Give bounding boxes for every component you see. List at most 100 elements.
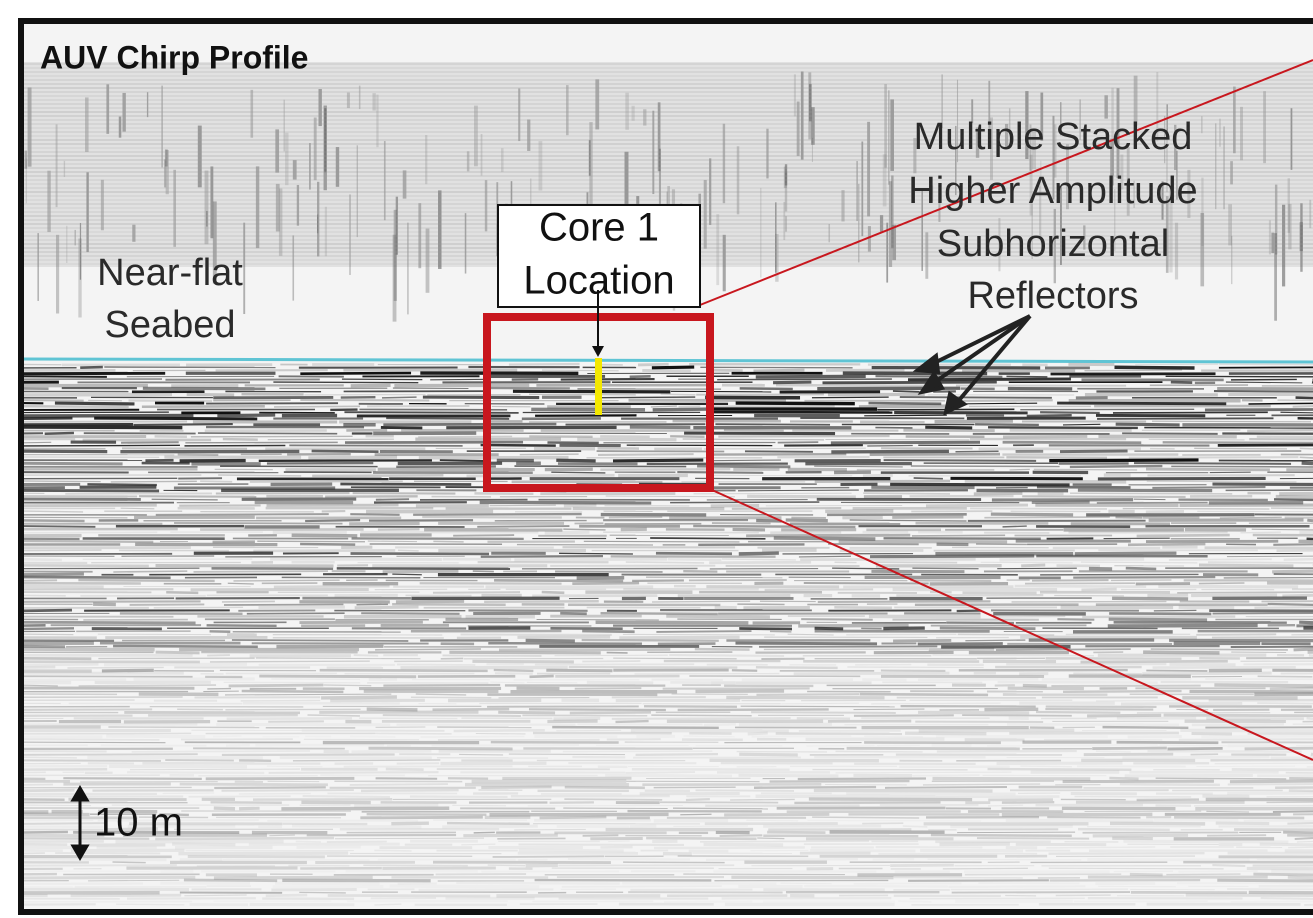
texture-stroke [893, 391, 920, 392]
texture-stroke [22, 733, 191, 734]
texture-stroke [988, 427, 1138, 428]
texture-stroke [786, 520, 828, 521]
texture-stroke [577, 439, 676, 440]
scale-label: 10 m [94, 801, 183, 845]
texture-stroke [22, 445, 180, 446]
texture-stroke [488, 865, 526, 866]
texture-stroke [747, 496, 856, 497]
texture-stroke [1142, 673, 1271, 674]
texture-stroke [132, 751, 310, 752]
texture-stroke [1108, 625, 1258, 626]
texture-stroke [1158, 586, 1298, 587]
texture-stroke [28, 87, 32, 166]
texture-stroke [686, 799, 710, 800]
texture-stroke [925, 427, 972, 428]
texture-stroke [22, 577, 171, 578]
texture-stroke [433, 541, 463, 542]
texture-stroke [225, 709, 360, 710]
texture-stroke [1112, 598, 1188, 599]
texture-stroke [350, 736, 396, 737]
texture-stroke [873, 859, 915, 860]
texture-stroke [426, 229, 430, 293]
texture-stroke [268, 439, 394, 440]
texture-stroke [1199, 583, 1245, 584]
texture-stroke [344, 412, 518, 413]
texture-stroke [418, 436, 512, 437]
texture-stroke [233, 580, 339, 581]
texture-stroke [706, 859, 858, 860]
texture-stroke [454, 730, 545, 731]
texture-stroke [134, 424, 233, 425]
texture-stroke [1254, 607, 1313, 608]
texture-stroke [289, 445, 462, 446]
texture-stroke [127, 772, 264, 773]
texture-stroke [1220, 517, 1282, 518]
texture-stroke [357, 145, 358, 237]
texture-stroke [312, 451, 379, 452]
texture-stroke [1032, 580, 1109, 581]
texture-stroke [1092, 748, 1167, 749]
texture-stroke [104, 664, 247, 665]
texture-stroke [1270, 688, 1313, 689]
texture-stroke [748, 733, 768, 734]
texture-stroke [1260, 844, 1313, 845]
texture-stroke [228, 583, 254, 584]
texture-stroke [785, 164, 787, 185]
texture-stroke [229, 685, 324, 686]
title: AUV Chirp Profile [40, 39, 308, 75]
texture-stroke [1282, 595, 1313, 596]
texture-stroke [1020, 766, 1072, 767]
texture-stroke [132, 225, 135, 242]
texture-stroke [1178, 871, 1257, 872]
texture-stroke [251, 90, 254, 138]
texture-stroke [542, 370, 619, 371]
texture-stroke [22, 406, 129, 407]
texture-stroke [885, 787, 1007, 788]
texture-stroke [625, 772, 695, 773]
texture-stroke [724, 430, 784, 431]
texture-stroke [266, 895, 308, 896]
texture-stroke [1276, 496, 1313, 497]
texture-stroke [64, 161, 65, 177]
texture-stroke [542, 592, 565, 593]
texture-stroke [223, 439, 258, 440]
texture-stroke [101, 180, 104, 230]
texture-stroke [112, 862, 145, 863]
texture-stroke [753, 370, 804, 371]
texture-stroke [232, 640, 408, 641]
texture-stroke [1201, 736, 1313, 737]
texture-stroke [94, 418, 257, 419]
texture-stroke [45, 433, 74, 434]
texture-stroke [78, 580, 214, 581]
texture-stroke [646, 577, 782, 578]
texture-stroke [912, 775, 979, 776]
texture-stroke [22, 517, 127, 518]
texture-stroke [1167, 748, 1222, 749]
texture-stroke [116, 904, 184, 905]
texture-stroke [420, 736, 524, 737]
texture-stroke [139, 496, 256, 497]
texture-stroke [1070, 493, 1232, 494]
texture-stroke [342, 379, 422, 380]
texture-stroke [477, 526, 569, 527]
texture-stroke [1252, 529, 1313, 530]
texture-stroke [807, 820, 981, 821]
texture-stroke [1147, 595, 1188, 596]
texture-stroke [1049, 868, 1224, 869]
texture-stroke [890, 865, 954, 866]
texture-stroke [26, 159, 27, 204]
texture-stroke [184, 880, 277, 881]
texture-stroke [22, 676, 193, 677]
texture-stroke [987, 745, 1158, 746]
texture-stroke [923, 784, 1040, 785]
texture-stroke [1273, 811, 1313, 812]
texture-stroke [974, 493, 1023, 494]
texture-stroke [285, 133, 288, 185]
texture-stroke [22, 559, 62, 560]
texture-stroke [113, 646, 258, 647]
texture-stroke [864, 736, 923, 737]
texture-stroke [360, 817, 482, 818]
texture-stroke [279, 189, 282, 256]
texture-stroke [184, 895, 246, 896]
texture-stroke [300, 544, 355, 545]
